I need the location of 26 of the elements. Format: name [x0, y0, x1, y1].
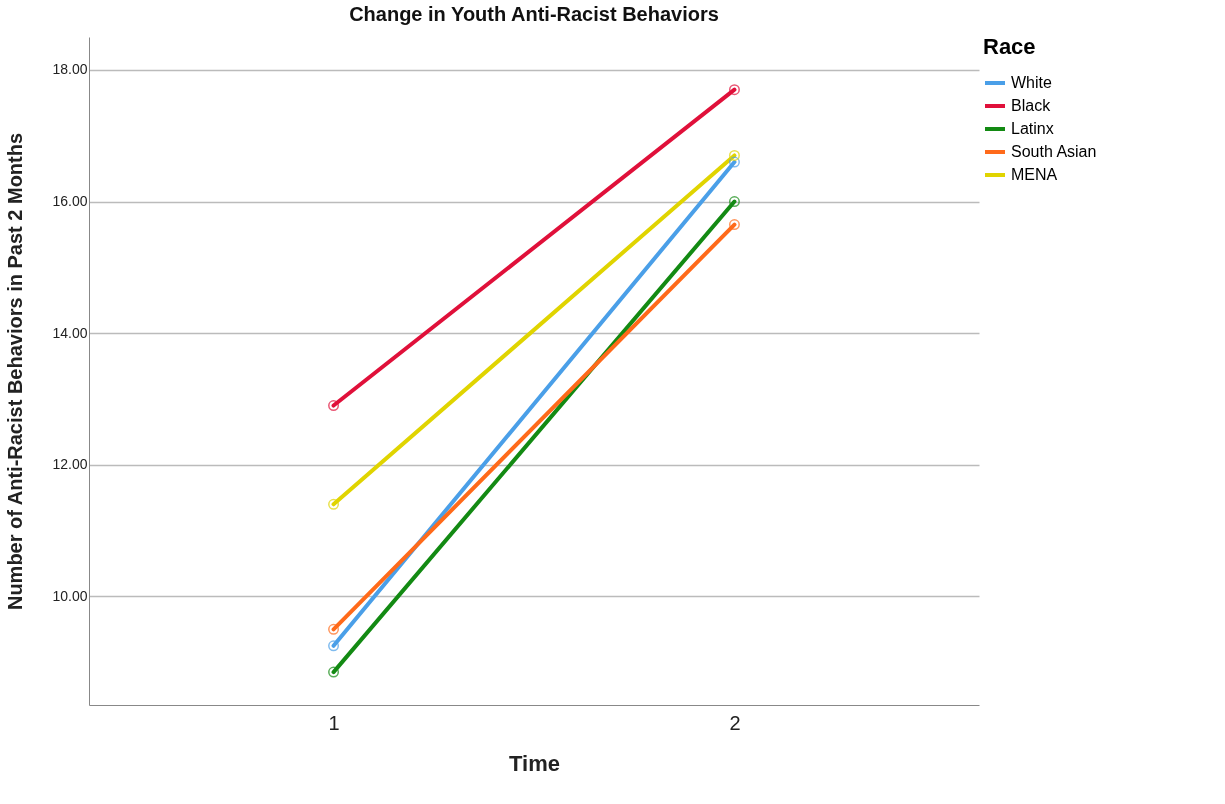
chart-title: Change in Youth Anti-Racist Behaviors: [349, 3, 719, 25]
y-tick-label: 10.00: [52, 587, 88, 604]
y-tick-label: 12.00: [52, 456, 88, 473]
legend-label: MENA: [1011, 166, 1058, 183]
legend-label: Latinx: [1011, 120, 1054, 137]
point: [728, 196, 740, 208]
x-tick-label: 2: [729, 711, 741, 734]
point: [328, 400, 340, 412]
y-tick-label: 14.00: [52, 324, 88, 341]
point: [328, 666, 340, 678]
legend-label: South Asian: [1011, 143, 1097, 160]
point: [328, 640, 340, 652]
point: [728, 156, 740, 168]
point: [728, 149, 740, 161]
y-tick-label: 18.00: [52, 61, 88, 78]
x-tick-label: 1: [328, 711, 340, 734]
x-axis-title: Time: [509, 750, 560, 776]
point: [328, 623, 340, 635]
legend-title: Race: [983, 34, 1036, 59]
y-axis-title: Number of Anti-Racist Behaviors in Past 2 Months: [4, 132, 27, 611]
point: [728, 84, 740, 96]
y-tick-label: 16.00: [52, 193, 88, 210]
point: [328, 498, 340, 510]
legend-label: White: [1011, 74, 1052, 91]
legend-label: Black: [1011, 97, 1052, 114]
point: [728, 219, 740, 231]
